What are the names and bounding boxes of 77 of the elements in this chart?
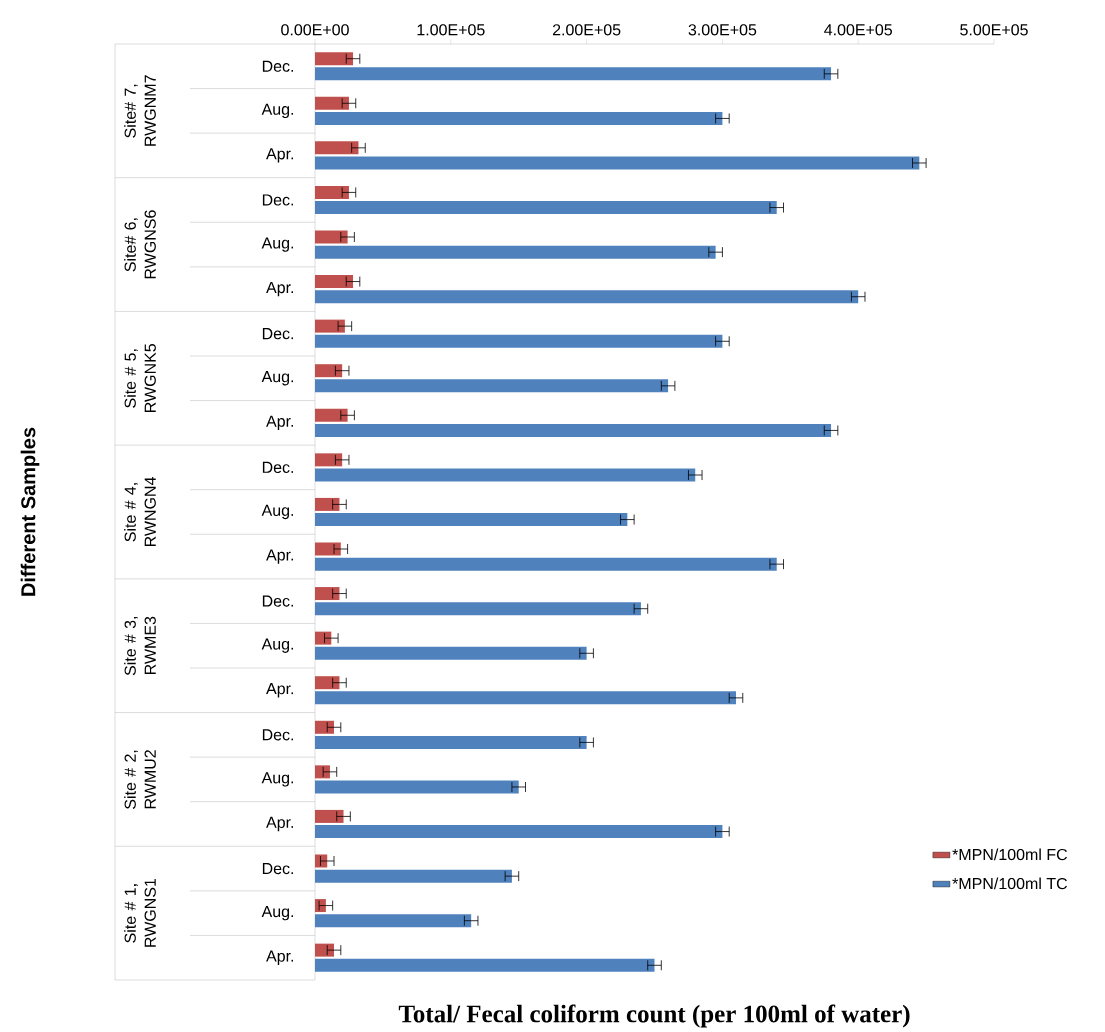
bar xyxy=(315,735,587,749)
text: Site # 1, RWGNS1 xyxy=(124,878,156,947)
bar xyxy=(315,364,343,378)
y-tick-label: Apr. xyxy=(266,415,294,431)
bar xyxy=(315,275,354,289)
x-tick-label: 5.00E+05 xyxy=(960,24,1028,36)
y-tick-label: Dec. xyxy=(262,595,294,607)
bar xyxy=(315,587,340,601)
y-tick-label: Aug. xyxy=(261,103,294,119)
text: Different Samples xyxy=(20,427,40,596)
bar xyxy=(315,720,335,734)
y-tick-label: Dec. xyxy=(262,328,294,340)
y-tick-label: Aug. xyxy=(261,371,294,386)
bar xyxy=(315,468,696,482)
x-tick-label: 1.00E+05 xyxy=(417,24,485,36)
y-tick-label: Dec. xyxy=(262,729,294,741)
bar xyxy=(315,958,655,972)
text: Site # 3, RWME3 xyxy=(124,616,156,676)
bar xyxy=(315,230,348,244)
bar xyxy=(315,869,512,883)
bar xyxy=(315,290,859,304)
bar xyxy=(315,809,344,823)
text: Site # 4, RWNGN4 xyxy=(124,477,156,547)
bar xyxy=(315,96,349,110)
bar xyxy=(315,943,335,957)
y-tick-label: Aug. xyxy=(261,638,294,653)
x-tick-label: 4.00E+05 xyxy=(824,24,893,36)
bar xyxy=(315,319,345,333)
y-tick-label: Dec. xyxy=(262,60,294,72)
bar xyxy=(315,423,832,437)
y-tick-label: Aug. xyxy=(261,905,294,921)
y-tick-label: Aug. xyxy=(261,772,294,787)
y-tick-label: Apr. xyxy=(266,148,294,163)
y-tick-label: Apr. xyxy=(266,950,294,965)
bar xyxy=(315,691,736,705)
bar xyxy=(315,914,472,928)
bar xyxy=(315,513,628,527)
y-tick-label: Apr. xyxy=(266,281,294,297)
bar xyxy=(315,201,777,215)
y-tick-label: Dec. xyxy=(262,862,294,875)
bar xyxy=(315,780,519,794)
bar xyxy=(315,825,723,839)
text: Site# 6, RWGNS6 xyxy=(124,210,156,279)
bar xyxy=(315,408,348,422)
y-tick-label: Aug. xyxy=(261,504,294,520)
bar xyxy=(315,141,359,155)
bar xyxy=(315,111,723,125)
bar xyxy=(315,453,343,467)
text: Site# 7, RWGNM7 xyxy=(124,75,156,146)
bar xyxy=(315,602,641,616)
bar xyxy=(315,245,716,259)
x-tick-label: 0.00E+00 xyxy=(281,24,349,36)
bar xyxy=(315,676,340,690)
legend-label: *MPN/100ml FC xyxy=(952,848,1068,861)
x-tick-label: 2.00E+05 xyxy=(552,24,621,36)
bar xyxy=(315,185,349,199)
y-tick-label: Apr. xyxy=(266,683,294,698)
bar xyxy=(315,646,587,660)
y-tick-label: Dec. xyxy=(262,194,294,206)
bar xyxy=(315,334,723,348)
y-tick-label: Apr. xyxy=(266,549,294,564)
text: Site # 2, RWMU2 xyxy=(124,750,156,809)
x-tick-label: 3.00E+05 xyxy=(688,24,757,36)
bar xyxy=(315,52,354,66)
y-tick-label: Aug. xyxy=(261,237,294,252)
bar xyxy=(315,67,832,81)
bar xyxy=(315,542,341,556)
bar xyxy=(315,497,340,511)
y-tick-label: Apr. xyxy=(266,816,294,832)
bar xyxy=(315,765,330,779)
x-axis-title: Total/ Fecal coliform count (per 100ml of water) xyxy=(398,1004,910,1028)
bar xyxy=(315,156,920,170)
bar xyxy=(315,557,777,571)
bar xyxy=(315,379,669,393)
legend-label: *MPN/100ml TC xyxy=(952,877,1068,890)
y-tick-label: Dec. xyxy=(262,461,294,473)
text: Site # 5, RWGNK5 xyxy=(124,343,156,412)
